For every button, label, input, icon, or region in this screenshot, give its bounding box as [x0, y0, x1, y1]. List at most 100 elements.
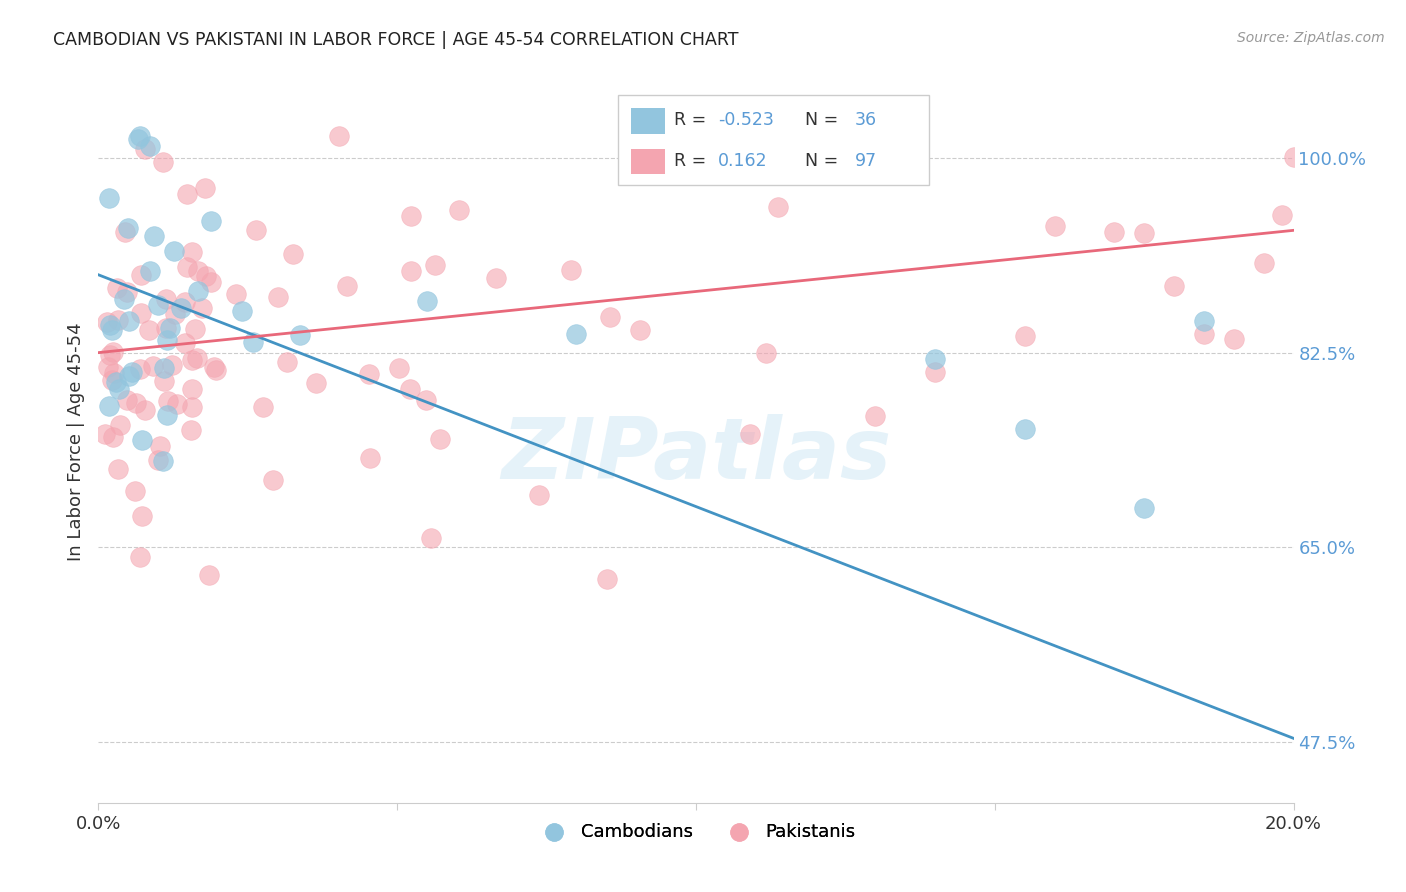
Point	[245, 223, 267, 237]
Point	[100, 323, 122, 337]
Point	[131, 306, 153, 320]
Point	[118, 314, 141, 328]
Point	[152, 155, 174, 169]
Point	[1163, 279, 1185, 293]
Point	[1223, 332, 1246, 346]
Point	[149, 439, 172, 453]
Point	[174, 295, 197, 310]
Point	[173, 335, 195, 350]
Point	[131, 433, 153, 447]
Point	[97, 191, 120, 205]
Point	[195, 268, 218, 283]
Point	[399, 382, 422, 396]
Point	[114, 292, 136, 306]
Point	[108, 382, 131, 396]
Point	[128, 549, 150, 564]
Point	[359, 368, 381, 382]
Point	[105, 281, 128, 295]
Point	[1192, 313, 1215, 327]
Point	[131, 508, 153, 523]
Point	[565, 326, 588, 341]
Point	[163, 244, 186, 259]
Point	[231, 303, 253, 318]
Point	[166, 397, 188, 411]
Point	[157, 394, 180, 409]
Point	[359, 450, 381, 465]
Point	[142, 359, 165, 374]
Point	[924, 352, 946, 367]
Point	[152, 374, 174, 388]
Point	[328, 128, 350, 143]
Point	[118, 368, 141, 383]
Point	[107, 313, 129, 327]
Point	[181, 244, 204, 259]
Point	[449, 203, 471, 218]
Point	[1014, 422, 1036, 436]
Point	[156, 333, 179, 347]
Point	[156, 408, 179, 422]
Point	[266, 290, 288, 304]
Point	[146, 297, 169, 311]
Point	[117, 220, 139, 235]
Point	[200, 214, 222, 228]
Point	[560, 263, 582, 277]
Point	[186, 351, 208, 365]
Point	[134, 142, 156, 156]
Point	[423, 259, 446, 273]
Point	[276, 355, 298, 369]
Point	[98, 399, 121, 413]
Point	[865, 409, 887, 423]
Point	[170, 301, 193, 315]
Point	[176, 260, 198, 274]
Point	[290, 327, 312, 342]
Point	[1104, 225, 1126, 239]
Point	[105, 375, 128, 389]
Point	[187, 263, 209, 277]
Point	[242, 335, 264, 350]
Point	[485, 271, 508, 285]
Point	[121, 365, 143, 379]
Y-axis label: In Labor Force | Age 45-54: In Labor Force | Age 45-54	[66, 322, 84, 561]
Point	[205, 363, 228, 377]
Point	[187, 284, 209, 298]
Point	[152, 453, 174, 467]
Point	[768, 200, 790, 214]
Point	[1271, 209, 1294, 223]
Text: Source: ZipAtlas.com: Source: ZipAtlas.com	[1237, 31, 1385, 45]
Point	[198, 567, 221, 582]
Point	[103, 366, 125, 380]
Point	[115, 285, 138, 300]
Point	[97, 360, 120, 375]
Point	[101, 430, 124, 444]
Point	[628, 323, 651, 337]
Point	[336, 279, 359, 293]
Point	[181, 353, 204, 368]
Point	[98, 318, 121, 332]
Point	[1133, 500, 1156, 515]
Point	[599, 310, 621, 324]
Point	[138, 323, 160, 337]
Point	[138, 139, 160, 153]
Legend: Cambodians, Pakistanis: Cambodians, Pakistanis	[529, 815, 863, 848]
Point	[416, 294, 439, 309]
Point	[128, 128, 150, 143]
Text: CAMBODIAN VS PAKISTANI IN LABOR FORCE | AGE 45-54 CORRELATION CHART: CAMBODIAN VS PAKISTANI IN LABOR FORCE | …	[53, 31, 740, 49]
Point	[595, 572, 617, 586]
Point	[181, 401, 204, 415]
Point	[107, 461, 129, 475]
Point	[387, 360, 409, 375]
Point	[110, 418, 132, 433]
Point	[754, 346, 776, 360]
Point	[1014, 329, 1036, 343]
Point	[415, 392, 437, 407]
Point	[153, 360, 176, 375]
Point	[281, 247, 304, 261]
Point	[127, 132, 149, 146]
Point	[1133, 227, 1156, 241]
Point	[96, 315, 118, 329]
Point	[100, 373, 122, 387]
Point	[98, 348, 121, 362]
Point	[134, 403, 156, 417]
Point	[924, 365, 946, 379]
Point	[115, 392, 138, 407]
